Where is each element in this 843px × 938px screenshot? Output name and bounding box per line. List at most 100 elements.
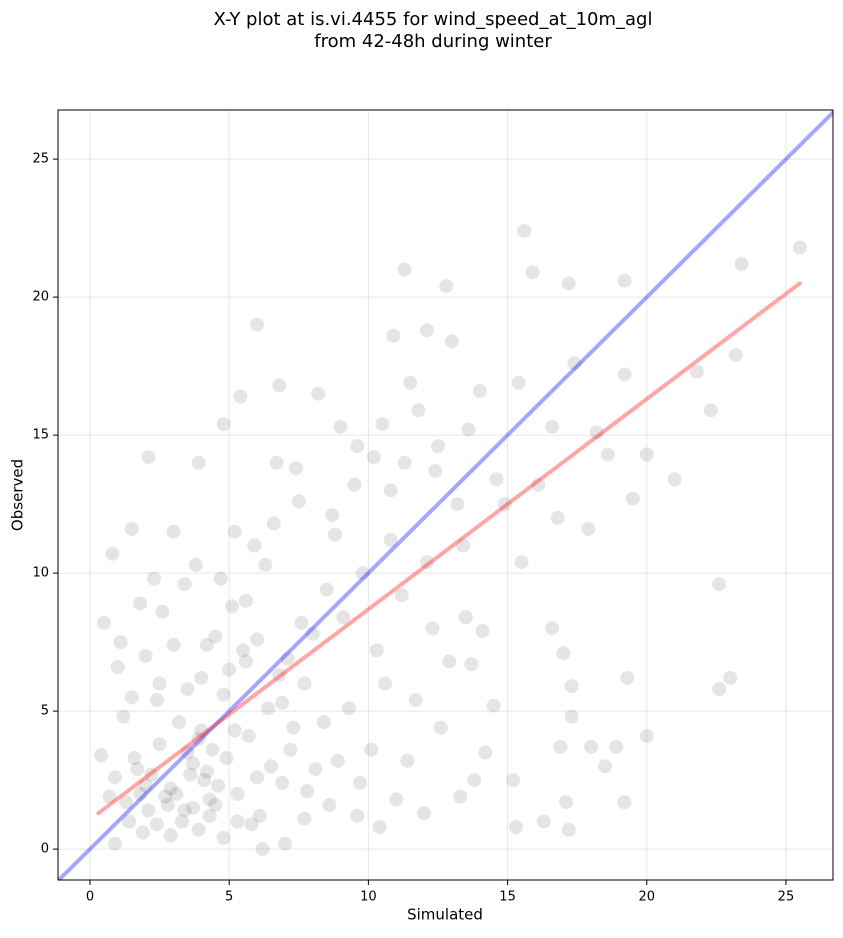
scatter-point	[141, 450, 156, 465]
scatter-point	[163, 781, 178, 796]
plot-area	[58, 110, 833, 880]
scatter-point	[472, 383, 487, 398]
scatter-point	[208, 797, 223, 812]
scatter-point	[238, 654, 253, 669]
scatter-point	[316, 715, 331, 730]
scatter-point	[135, 825, 150, 840]
scatter-point	[417, 806, 432, 821]
scatter-point	[250, 632, 265, 647]
scatter-point	[119, 795, 134, 810]
scatter-point	[199, 764, 214, 779]
scatter-point	[341, 701, 356, 716]
scatter-point	[712, 577, 727, 592]
scatter-point	[149, 693, 164, 708]
scatter-point	[266, 516, 281, 531]
scatter-point	[272, 668, 287, 683]
scatter-point	[723, 670, 738, 685]
scatter-point	[550, 510, 565, 525]
scatter-point	[383, 483, 398, 498]
scatter-point	[531, 477, 546, 492]
y-tick-label: 5	[41, 704, 49, 719]
scatter-point	[712, 682, 727, 697]
scatter-point	[350, 808, 365, 823]
reference-line	[58, 110, 833, 880]
scatter-point	[222, 662, 237, 677]
chart-subtitle: from 42-48h during winter	[314, 31, 552, 52]
scatter-point	[186, 800, 201, 815]
scatter-point	[191, 822, 206, 837]
scatter-point	[419, 323, 434, 338]
scatter-point	[311, 386, 326, 401]
chart-title: X-Y plot at is.vi.4455 for wind_speed_at…	[214, 9, 653, 30]
scatter-point	[250, 317, 265, 332]
scatter-point	[216, 831, 231, 846]
scatter-point	[160, 797, 175, 812]
scatter-point	[444, 334, 459, 349]
x-tick-label: 25	[778, 890, 795, 905]
scatter-point	[108, 836, 123, 851]
scatter-point	[617, 795, 632, 810]
scatter-point	[322, 797, 337, 812]
scatter-point	[110, 659, 125, 674]
scatter-point	[227, 524, 242, 539]
scatter-point	[224, 599, 239, 614]
scatter-point	[564, 709, 579, 724]
scatter-point	[325, 508, 340, 523]
scatter-point	[639, 447, 654, 462]
scatter-point	[191, 455, 206, 470]
scatter-point	[169, 786, 184, 801]
scatter-point	[144, 767, 159, 782]
scatter-point	[152, 676, 167, 691]
scatter-point	[191, 731, 206, 746]
scatter-point	[133, 786, 148, 801]
scatter-point	[617, 367, 632, 382]
scatter-point	[188, 557, 203, 572]
scatter-point	[174, 814, 189, 829]
scatter-point	[177, 577, 192, 592]
scatter-point	[394, 588, 409, 603]
scatter-point	[442, 654, 457, 669]
scatter-point	[147, 571, 162, 586]
scatter-point	[600, 447, 615, 462]
scatter-point	[319, 582, 334, 597]
scatter-point	[508, 820, 523, 835]
scatter-point	[216, 417, 231, 432]
scatter-point	[194, 723, 209, 738]
scatter-point	[458, 610, 473, 625]
x-tick-label: 5	[225, 890, 233, 905]
scatter-point	[233, 389, 248, 404]
scatter-point	[180, 682, 195, 697]
scatter-point	[205, 742, 220, 757]
scatter-point	[609, 739, 624, 754]
scatter-point	[138, 648, 153, 663]
scatter-point	[450, 497, 465, 512]
scatter-point	[166, 637, 181, 652]
scatter-point	[425, 621, 440, 636]
scatter-point	[219, 751, 234, 766]
scatter-point	[372, 820, 387, 835]
scatter-point	[255, 842, 270, 857]
scatter-point	[511, 375, 526, 390]
scatter-point	[202, 808, 217, 823]
scatter-point	[408, 693, 423, 708]
scatter-point	[197, 773, 212, 788]
scatter-point	[598, 759, 613, 774]
scatter-point	[297, 676, 312, 691]
scatter-point	[728, 348, 743, 363]
scatter-point	[124, 521, 139, 536]
scatter-point	[155, 604, 170, 619]
scatter-point	[305, 626, 320, 641]
scatter-point	[138, 778, 153, 793]
scatter-point	[397, 262, 412, 277]
scatter-point	[263, 759, 278, 774]
scatter-point	[514, 555, 529, 570]
scatter-point	[130, 762, 145, 777]
scatter-point	[364, 742, 379, 757]
scatter-point	[581, 521, 596, 536]
y-tick-label: 25	[32, 152, 49, 167]
scatter-point	[261, 701, 276, 716]
scatter-point	[108, 770, 123, 785]
scatter-point	[475, 624, 490, 639]
scatter-point	[419, 555, 434, 570]
